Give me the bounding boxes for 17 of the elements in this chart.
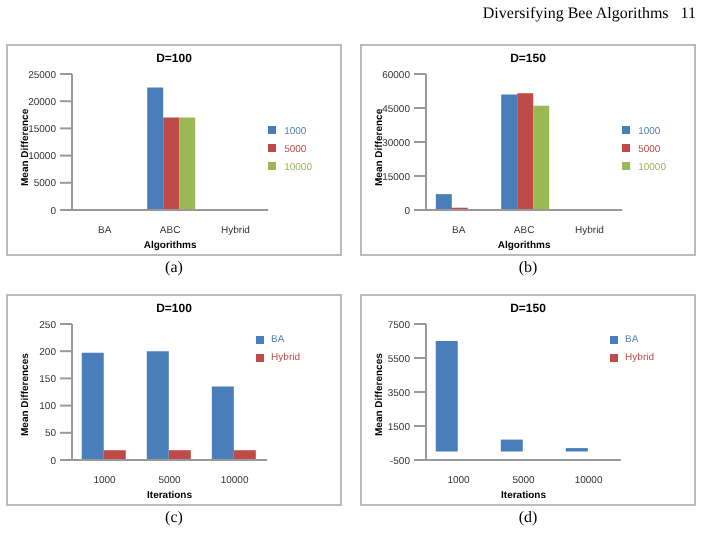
bar: [435, 194, 452, 210]
text: (c): [163, 508, 185, 526]
text: (b): [516, 258, 540, 276]
bar: [103, 450, 126, 460]
bar: [517, 93, 534, 210]
bar: [500, 439, 523, 452]
bar: [533, 105, 550, 210]
text: (d): [516, 508, 540, 526]
bar: [81, 352, 104, 460]
bar: [501, 94, 518, 210]
bar: [146, 351, 169, 460]
bar: [435, 341, 458, 452]
text: Diversifying Bee Algorithms 11: [482, 4, 696, 22]
text: (a): [163, 258, 185, 276]
bar: [233, 450, 256, 460]
bar: [211, 386, 234, 460]
bar: [168, 450, 191, 460]
